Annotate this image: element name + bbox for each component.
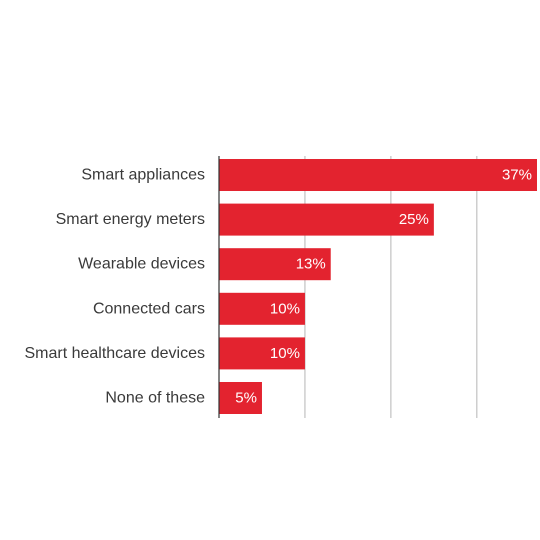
category-label: Smart energy meters xyxy=(56,211,205,228)
bar-wearable-devices xyxy=(219,248,331,281)
bar-smart-healthcare-devices xyxy=(219,337,305,370)
value-label: 10% xyxy=(270,345,300,362)
category-label: Smart healthcare devices xyxy=(24,345,205,362)
value-label: 25% xyxy=(399,211,429,228)
category-label: None of these xyxy=(105,390,205,407)
category-label: Smart appliances xyxy=(81,167,205,184)
category-label: Wearable devices xyxy=(78,256,205,273)
gridlines xyxy=(304,156,478,418)
value-labels: 37% 25% 13% 10% 10% 5% xyxy=(235,167,532,407)
bar-smart-energy-meters xyxy=(219,203,434,236)
bar-smart-appliances xyxy=(219,159,537,191)
value-label: 5% xyxy=(235,390,257,407)
category-label: Connected cars xyxy=(93,300,205,317)
value-label: 10% xyxy=(270,300,300,317)
value-label: 37% xyxy=(502,167,532,184)
value-label: 13% xyxy=(296,256,326,273)
bar-none-of-these xyxy=(219,382,262,414)
bars xyxy=(219,159,537,414)
category-labels: Smart appliances Smart energy meters Weara… xyxy=(24,167,205,407)
bar-connected-cars xyxy=(219,292,305,325)
